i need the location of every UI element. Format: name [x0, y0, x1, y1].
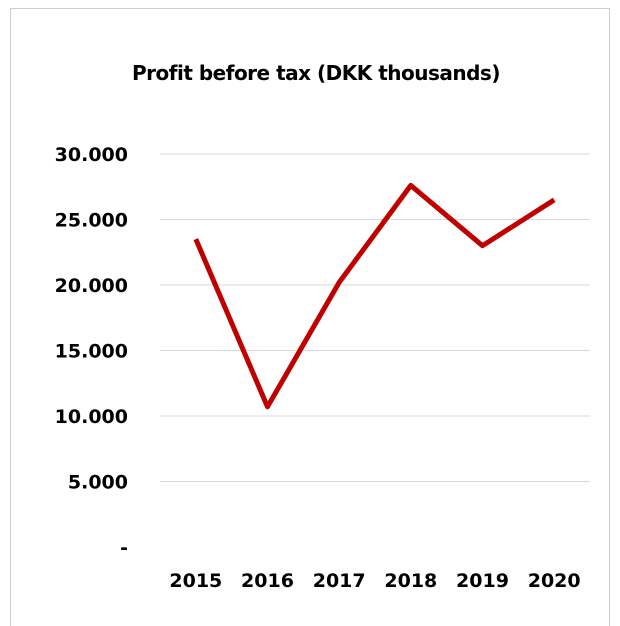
x-tick-label: 2016 — [241, 570, 294, 592]
chart-title: Profit before tax (DKK thousands) — [132, 61, 500, 85]
gridlines — [160, 153, 590, 482]
x-tick-label: 2018 — [384, 570, 437, 592]
x-tick-label: 2020 — [528, 570, 581, 592]
y-axis-ticks: - 5.000 10.000 15.000 20.000 25.000 30.000 — [55, 144, 128, 559]
y-tick-label: 15.000 — [55, 341, 128, 363]
x-tick-label: 2015 — [169, 570, 222, 592]
chart-frame — [10, 8, 610, 626]
x-tick-label: 2017 — [313, 570, 366, 592]
y-tick-label: 5.000 — [68, 472, 128, 494]
x-tick-label: 2019 — [456, 570, 509, 592]
series-layer — [193, 182, 556, 410]
y-tick-label: 20.000 — [55, 275, 128, 297]
y-tick-label: 10.000 — [55, 406, 128, 428]
x-axis-ticks: 2015 2016 2017 2018 2019 2020 — [169, 570, 580, 592]
y-tick-label: - — [120, 537, 128, 559]
y-tick-label: 30.000 — [55, 144, 128, 166]
series-line — [193, 182, 556, 410]
y-tick-label: 25.000 — [55, 210, 128, 232]
